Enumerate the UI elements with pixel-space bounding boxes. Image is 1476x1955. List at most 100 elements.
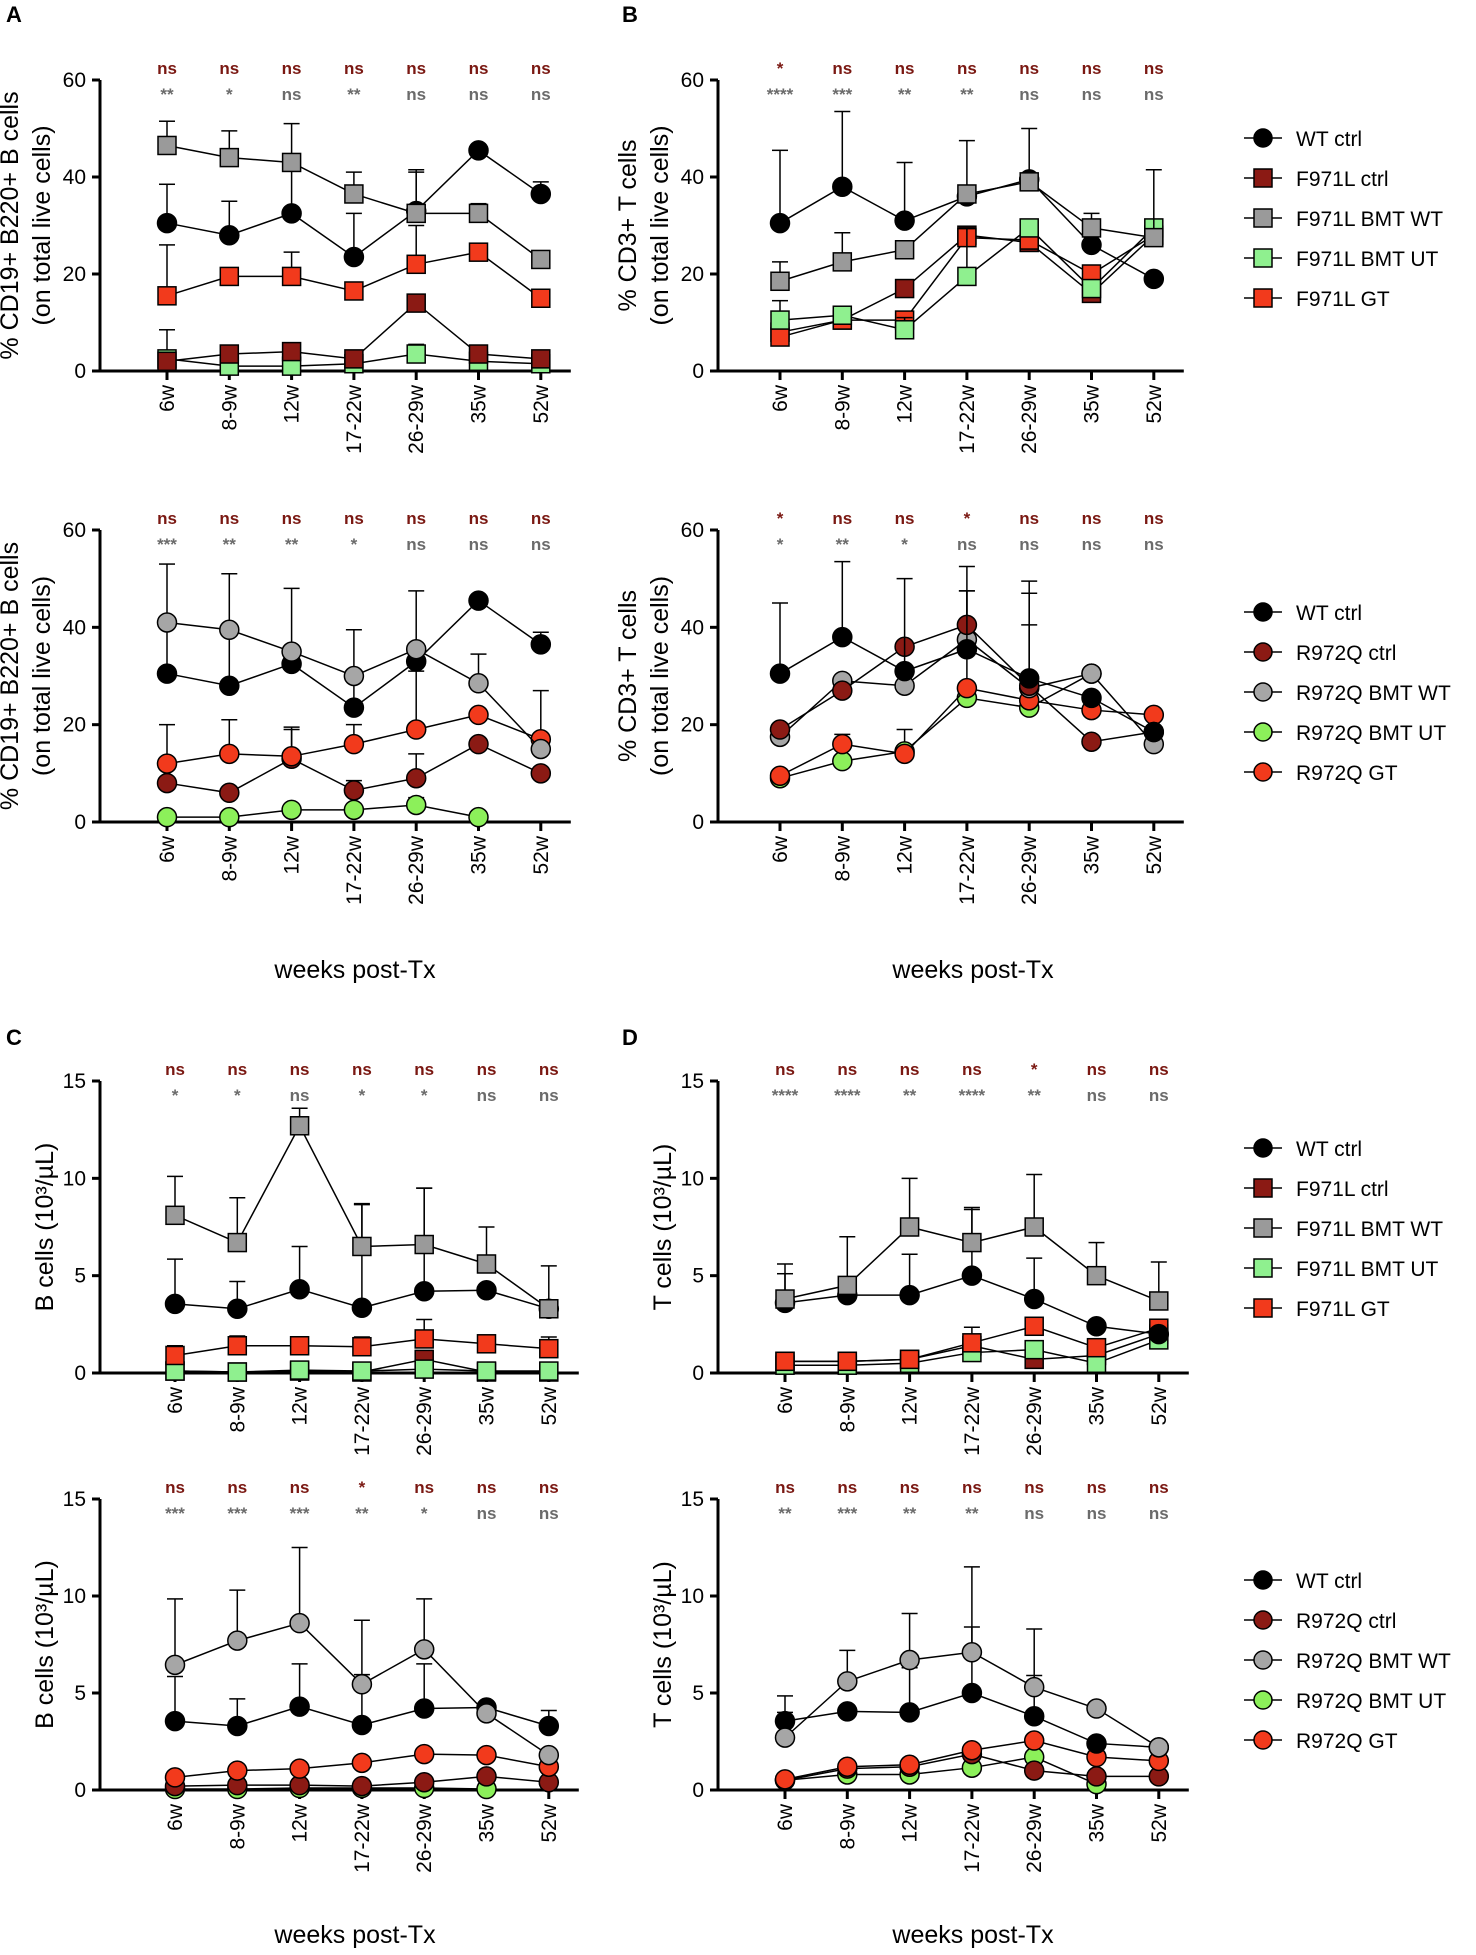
legend-label: R972Q ctrl: [1296, 642, 1396, 665]
chart-a-bottom: 0 20 40 60 % CD19+ B220+ B cells(on total li…: [0, 509, 571, 905]
data-point: [894, 278, 915, 299]
legend-marker: [1253, 1690, 1273, 1710]
data-point: [164, 1654, 186, 1676]
data-point: [476, 1766, 497, 1787]
data-point: [530, 763, 552, 784]
legend-item: WT ctrl: [1244, 1138, 1362, 1161]
legend-label: WT ctrl: [1296, 602, 1362, 625]
data-point: [227, 1715, 248, 1737]
significance-red: ns: [157, 59, 177, 78]
x-axis-title-a: weeks post-Tx: [273, 956, 436, 984]
significance-grey: **: [898, 85, 912, 104]
data-point: [219, 266, 240, 287]
y-axis-title: % CD3+ T cells (on total live cells): [614, 125, 674, 325]
data-point: [837, 1701, 858, 1722]
series-r972q-ctrl: [164, 1766, 560, 1797]
x-tick-label: 26-29w: [1023, 1803, 1046, 1873]
data-point: [289, 1360, 310, 1380]
legend-label: R972Q BMT UT: [1296, 1690, 1446, 1713]
data-point: [962, 1333, 982, 1353]
data-point: [531, 288, 551, 308]
data-point: [156, 612, 178, 633]
significance-grey: ***: [165, 1504, 185, 1523]
data-point: [1149, 1291, 1169, 1311]
x-tick-label: 26-29w: [1018, 384, 1041, 454]
y-tick-label: 60: [681, 519, 704, 542]
legend-marker: [1253, 682, 1273, 702]
significance-grey: ns: [531, 85, 551, 104]
significance-red: ns: [414, 1060, 434, 1079]
data-point: [406, 254, 426, 275]
y-tick-label: 5: [692, 1265, 704, 1288]
data-point: [1081, 218, 1102, 238]
data-point: [351, 1674, 373, 1695]
data-point: [476, 1254, 497, 1274]
series-f971l-bmt-wt: [770, 168, 1164, 292]
chart-b-bottom: 0 20 40 60 % CD3+ T cells (on total live cell…: [614, 509, 1184, 905]
data-point: [531, 249, 551, 270]
x-tick-label: 12w: [281, 835, 304, 874]
data-point: [476, 1744, 497, 1766]
data-point: [227, 1298, 248, 1320]
y-tick-label: 40: [63, 166, 86, 189]
series-f971l-ctrl: [157, 293, 551, 372]
x-tick-label: 17-22w: [956, 835, 979, 905]
y-tick-label: 20: [681, 714, 704, 737]
series-r972q-bmt-wt: [156, 612, 552, 760]
y-tick-label: 40: [681, 616, 704, 639]
significance-grey: ns: [1082, 535, 1102, 554]
significance-grey: ns: [1087, 1086, 1107, 1105]
data-point: [406, 203, 426, 224]
x-tick-label: 8-9w: [218, 384, 241, 430]
legend-label: R972Q BMT WT: [1296, 1650, 1451, 1673]
significance-grey: ****: [767, 85, 794, 104]
data-point: [539, 1299, 559, 1319]
data-point: [769, 719, 791, 740]
legend-item: F971L GT: [1244, 288, 1390, 311]
significance-red: ns: [227, 1478, 247, 1497]
data-point: [468, 673, 489, 694]
y-tick-label: 15: [681, 1488, 704, 1511]
x-tick-label: 6w: [769, 384, 792, 412]
data-point: [1144, 227, 1164, 248]
legend-item: R972Q ctrl: [1244, 1610, 1396, 1633]
chart-c-top: 0 5 10 15 B cells (10³/µL) 6w 8-9w 12w 17-22w 26-…: [31, 1060, 579, 1456]
significance-red: ns: [352, 1060, 372, 1079]
panel-label-d: D: [622, 1025, 638, 1050]
data-point: [351, 1752, 373, 1774]
significance-red: ns: [290, 1478, 310, 1497]
x-tick-label: 26-29w: [405, 835, 428, 905]
data-point: [1086, 1698, 1107, 1719]
data-point: [156, 212, 178, 234]
significance-red: ns: [165, 1060, 185, 1079]
data-point: [832, 626, 853, 648]
data-point: [219, 619, 240, 641]
series-r972q-bmt-wt: [164, 1546, 560, 1766]
significance-grey: ns: [1149, 1086, 1169, 1105]
y-tick-label: 10: [681, 1167, 704, 1190]
significance-red: ns: [895, 509, 915, 528]
data-point: [343, 799, 365, 821]
significance-red: *: [359, 1478, 366, 1497]
significance-grey: *: [351, 535, 358, 554]
data-point: [164, 1767, 186, 1788]
significance-red: ns: [282, 59, 302, 78]
data-point: [281, 641, 302, 662]
significance-grey: **: [160, 85, 174, 104]
x-tick-label: 12w: [281, 384, 304, 423]
y-tick-label: 0: [74, 1779, 86, 1802]
data-point: [468, 704, 489, 726]
data-point: [343, 780, 365, 801]
significance-red: ns: [775, 1060, 795, 1079]
y-tick-label: 10: [63, 1585, 86, 1608]
data-point: [352, 1236, 372, 1257]
significance-red: ns: [1024, 1478, 1044, 1497]
data-point: [899, 1754, 920, 1776]
significance-red: ns: [962, 1478, 982, 1497]
x-tick-label: 52w: [1148, 1803, 1171, 1842]
legend-marker: [1253, 208, 1273, 228]
data-point: [957, 184, 977, 204]
data-point: [413, 1639, 435, 1660]
data-point: [344, 281, 364, 301]
